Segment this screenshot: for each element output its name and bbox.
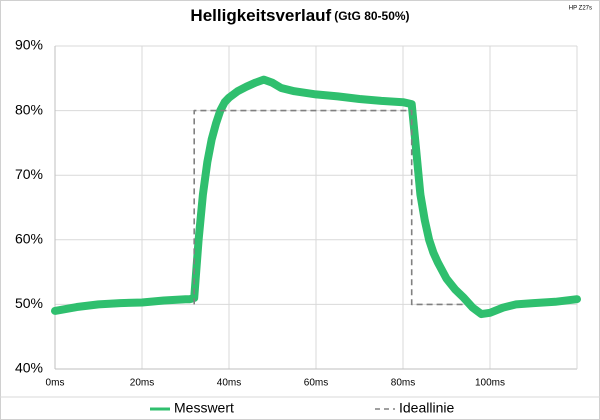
y-tick-label: 50% [15, 295, 43, 311]
chart-title: Helligkeitsverlauf [190, 6, 331, 25]
y-tick-label: 90% [15, 37, 43, 53]
y-tick-label: 40% [15, 360, 43, 376]
chart-heading: Helligkeitsverlauf (GtG 80-50%) [190, 6, 409, 25]
annotation: HP Z27s [569, 6, 592, 12]
y-tick-label: 80% [15, 101, 43, 117]
data-line [193, 109, 464, 306]
y-tick-label: 70% [15, 166, 43, 182]
chart-subtitle: (GtG 80-50%) [334, 9, 409, 23]
legend-label: Ideallinie [399, 400, 454, 416]
x-tick-label: 40ms [217, 378, 241, 389]
data-line [51, 75, 581, 319]
x-tick-label: 60ms [304, 378, 328, 389]
x-tick-label: 20ms [130, 378, 154, 389]
legend-label: Messwert [174, 400, 234, 416]
x-tick-label: 0ms [46, 378, 65, 389]
y-tick-label: 60% [15, 231, 43, 247]
x-tick-label: 100ms [475, 378, 505, 389]
x-tick-label: 80ms [391, 378, 415, 389]
